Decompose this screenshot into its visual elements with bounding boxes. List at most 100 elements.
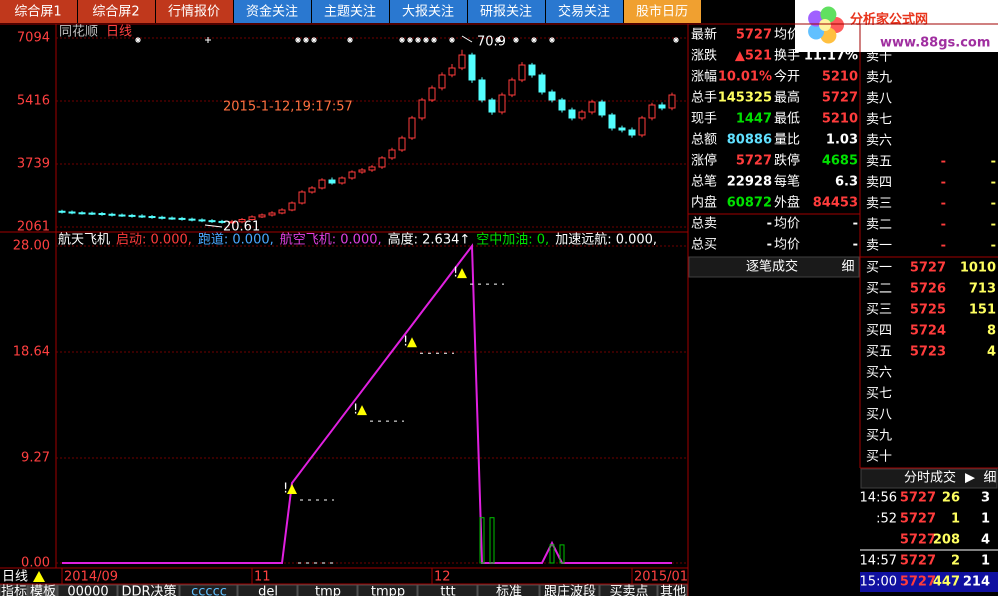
tab-label[interactable]: 研报关注 [480,5,532,20]
quote-label: 最高 [774,90,800,106]
tab[interactable] [468,0,545,23]
tick-volume: 447 [933,575,960,590]
candle-body [548,91,556,101]
ticks-detail[interactable]: 细 [983,471,996,486]
legend-entry: 高度: 2.634↑ [388,232,471,248]
bottom-button-label[interactable]: DDR决策 [121,584,176,596]
book-volume: 8 [987,324,996,339]
bottom-button[interactable] [179,584,238,596]
bottom-button-label[interactable]: 标准 [496,585,522,596]
bottom-button-label[interactable]: 00000 [67,585,108,596]
tick-price: 5727 [900,575,936,590]
bottom-button[interactable] [57,584,118,596]
bottom-button[interactable] [657,584,688,596]
tab-label[interactable]: 综合屏2 [92,5,139,20]
signal-bar [479,517,485,564]
bottom-button-label[interactable]: 指标 [1,585,27,596]
candle-body [438,74,446,89]
x-tick-label: 12 [434,570,451,585]
marker-star [415,37,421,43]
candle-body [448,67,456,76]
quote-label: 总买 [691,238,717,253]
bottom-button[interactable] [27,584,58,596]
candle-body [528,64,536,76]
indicator-line [62,243,672,564]
candle-body [608,114,616,129]
book-price: - [941,239,946,254]
ticks-header[interactable]: 分时成交 [904,470,956,486]
bottom-button[interactable] [539,584,600,596]
candle-body [118,214,126,217]
book-label: 买九 [866,429,892,444]
bottom-button-label[interactable]: 买卖点 [609,585,648,596]
candle-body [218,220,226,223]
trade-detail[interactable]: 细 [841,260,854,275]
book-volume: 151 [969,303,996,318]
candle-body [68,211,76,214]
tick-highlight [860,572,998,592]
book-label: 买五 [866,345,892,360]
bottom-button[interactable] [417,584,478,596]
ticks-play[interactable]: ▶ [965,471,975,486]
trade-header[interactable]: 逐笔成交 [746,259,798,275]
tab-label[interactable]: 股市日历 [636,4,688,20]
quote-value: 11.17% [804,49,858,64]
book-label: 卖十 [866,50,892,65]
tab-label[interactable]: 交易关注 [558,4,610,20]
marker-star [311,37,317,43]
candle-body [288,202,296,211]
quote-value: 80886 [727,133,772,148]
bottom-button[interactable] [117,584,180,596]
tab-label[interactable]: 综合屏1 [14,5,61,20]
high-label: 70.9 [477,35,506,50]
tab-label[interactable]: 大报关注 [402,5,454,20]
tick-count: 214 [963,575,990,590]
bottom-button-label[interactable]: ccccc [191,585,227,596]
tab[interactable] [156,0,233,23]
bottom-button[interactable] [599,584,658,596]
candle-body [428,87,436,101]
book-label: 卖二 [866,218,892,233]
bottom-button-label[interactable]: 模板 [30,585,56,596]
bottom-button-label[interactable]: 跟庄波段 [544,584,596,596]
chart-period: 日线 [106,25,132,40]
tick-count: 1 [981,554,990,569]
quote-value: 10.01% [718,70,772,85]
tab[interactable] [312,0,389,23]
bottom-button[interactable] [0,584,28,596]
bottom-button[interactable] [477,584,540,596]
book-volume: - [991,218,996,233]
period-label: 日线 [2,570,28,585]
candle-body [238,219,246,223]
tab[interactable] [624,0,701,23]
tab[interactable] [0,0,77,23]
indicator-title: 航天飞机 [58,232,110,248]
bottom-button-label[interactable]: tmpp [371,585,405,596]
bottom-button-label[interactable]: 其他 [660,585,686,596]
bottom-button[interactable] [297,584,358,596]
bottom-button-label[interactable]: tmp [315,585,341,596]
bottom-button-label[interactable]: ttt [440,585,455,596]
bottom-button[interactable] [357,584,418,596]
book-label: 卖六 [866,134,892,149]
signal-marker [357,405,367,416]
y-tick-label: 18.64 [13,344,50,359]
signal-label: ! [283,481,288,496]
candle-body [598,101,606,116]
book-volume: - [991,176,996,191]
tab-label[interactable]: 资金关注 [246,4,298,20]
tab[interactable] [234,0,311,23]
marker-star [513,37,519,43]
quote-value: - [767,238,772,253]
book-label: 买二 [866,282,892,297]
quote-label: 总额 [691,133,717,148]
tab[interactable] [390,0,467,23]
book-label: 卖九 [866,71,892,86]
tab-label[interactable]: 主题关注 [324,5,376,20]
tab[interactable] [546,0,623,23]
bottom-button-label[interactable]: del [258,585,278,596]
tab-label[interactable]: 行情报价 [168,5,220,20]
tab[interactable] [78,0,155,23]
bottom-button[interactable] [237,584,298,596]
tick-price: 5727 [900,512,936,527]
